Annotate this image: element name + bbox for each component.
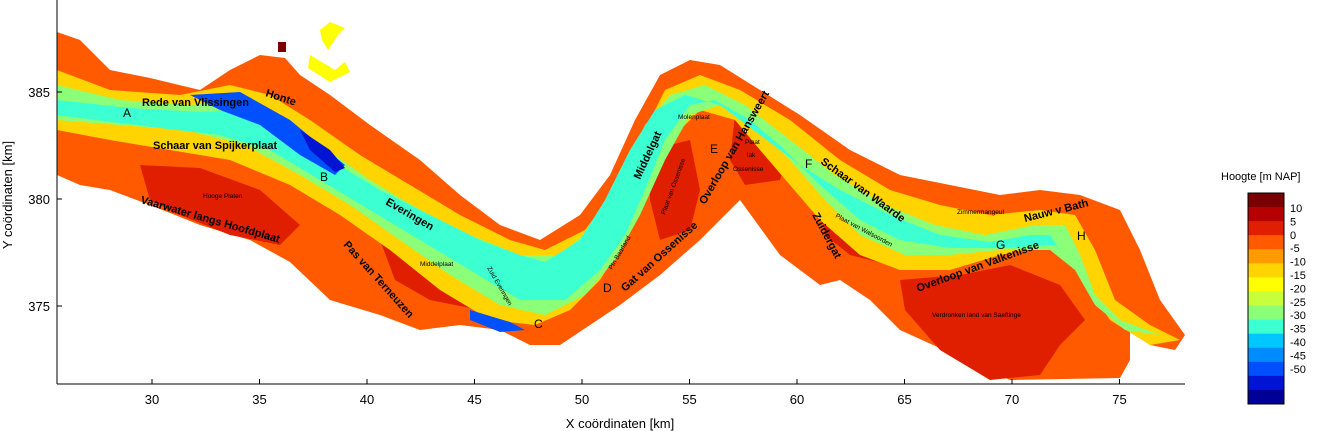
- colorbar-band: [1248, 375, 1284, 391]
- colorbar-band: [1248, 333, 1284, 349]
- point-d: D: [603, 281, 612, 295]
- y-axis-ticks: 385 380 375: [28, 85, 62, 314]
- x-tick-label: 50: [575, 392, 589, 407]
- point-h: H: [1077, 229, 1086, 243]
- x-tick-label: 55: [682, 392, 696, 407]
- label-zimmermangeul: Zimmermangeul: [957, 209, 1005, 216]
- x-tick-label: 70: [1005, 392, 1019, 407]
- colorbar-tick-label: -50: [1290, 364, 1306, 376]
- y-tick-label: 385: [28, 85, 50, 100]
- point-g: G: [996, 238, 1005, 252]
- colorbar-band: [1248, 389, 1284, 405]
- label-middelplaat: Middelplaat: [420, 261, 453, 268]
- deep-honte: [190, 92, 345, 175]
- point-f: F: [805, 157, 812, 171]
- hooge-platen-flat: [140, 165, 300, 245]
- colorbar-band: [1248, 305, 1284, 321]
- label-ossenisse: Ossenisse: [733, 166, 764, 173]
- estuary-shape: [57, 22, 1185, 380]
- y-tick-label: 375: [28, 299, 50, 314]
- label-molenplaat: Molenplaat: [678, 114, 710, 121]
- dike-1: [320, 22, 345, 50]
- point-label-group: A B C D E F G H: [123, 106, 1086, 331]
- label-lak: lak: [747, 152, 756, 159]
- colorbar-band: [1248, 291, 1284, 307]
- saeftinge-flat: [900, 265, 1085, 380]
- point-b: B: [320, 170, 328, 184]
- colorbar-band: [1248, 361, 1284, 377]
- colorbar-band: [1248, 347, 1284, 363]
- colorbar-tick-label: 0: [1290, 230, 1296, 242]
- x-tick-label: 35: [252, 392, 266, 407]
- colorbar-tick-label: -15: [1290, 270, 1306, 282]
- colorbar-band: [1248, 319, 1284, 335]
- x-tick-label: 45: [467, 392, 481, 407]
- colorbar-tick-label: -30: [1290, 310, 1306, 322]
- label-schaar-spijkerplaat: Schaar van Spijkerplaat: [153, 140, 277, 152]
- colorbar-tick-label: 10: [1290, 203, 1302, 215]
- x-tick-label: 75: [1112, 392, 1126, 407]
- dike-2: [308, 55, 350, 82]
- colorbar-band: [1248, 277, 1284, 292]
- colorbar-title: Hoogte [m NAP]: [1221, 171, 1300, 183]
- colorbar-band: [1248, 235, 1284, 250]
- label-hooge-platen: Hooge Platen: [203, 193, 243, 200]
- x-axis-ticks: 30 35 40 45 50 55 60 65 70 75: [145, 379, 1127, 407]
- axes-frame: [56, 0, 1185, 385]
- x-tick-label: 30: [145, 392, 159, 407]
- x-tick-label: 65: [897, 392, 911, 407]
- colorbar-band: [1248, 193, 1284, 208]
- y-axis-title: Y coördinaten [km]: [0, 141, 15, 249]
- colorbar-tick-label: -25: [1290, 297, 1306, 309]
- deep-terneuzen: [470, 310, 525, 332]
- colorbar-frame: [1247, 192, 1285, 405]
- point-a: A: [123, 106, 131, 120]
- dike-3: [278, 42, 286, 52]
- colorbar: [1247, 192, 1285, 405]
- x-axis-title: X coördinaten [km]: [566, 416, 674, 431]
- x-tick-label: 40: [360, 392, 374, 407]
- colorbar-band: [1248, 221, 1284, 236]
- colorbar-tick-label: -5: [1290, 243, 1300, 255]
- label-verdronken: Verdronken land van Saeftinge: [932, 312, 1021, 319]
- colorbar-ticks: 105 0-5 -10-15-20 -25-30 -35-40-45 -50: [1290, 203, 1306, 376]
- x-tick-label: 60: [790, 392, 804, 407]
- colorbar-tick-label: -35: [1290, 324, 1306, 336]
- label-plaat-lak: Plaat: [745, 139, 760, 146]
- colorbar-band: [1248, 207, 1284, 222]
- colorbar-tick-label: -10: [1290, 257, 1306, 269]
- colorbar-tick-label: -40: [1290, 337, 1306, 349]
- y-tick-label: 380: [28, 192, 50, 207]
- point-c: C: [534, 317, 543, 331]
- colorbar-tick-label: -20: [1290, 283, 1306, 295]
- deepest-honte: [300, 130, 345, 172]
- colorbar-band: [1248, 263, 1284, 278]
- label-rede: Rede van Vlissingen: [142, 97, 249, 109]
- point-e: E: [710, 142, 718, 156]
- colorbar-tick-label: 5: [1290, 216, 1296, 228]
- colorbar-band: [1248, 249, 1284, 264]
- colorbar-tick-label: -45: [1290, 350, 1306, 362]
